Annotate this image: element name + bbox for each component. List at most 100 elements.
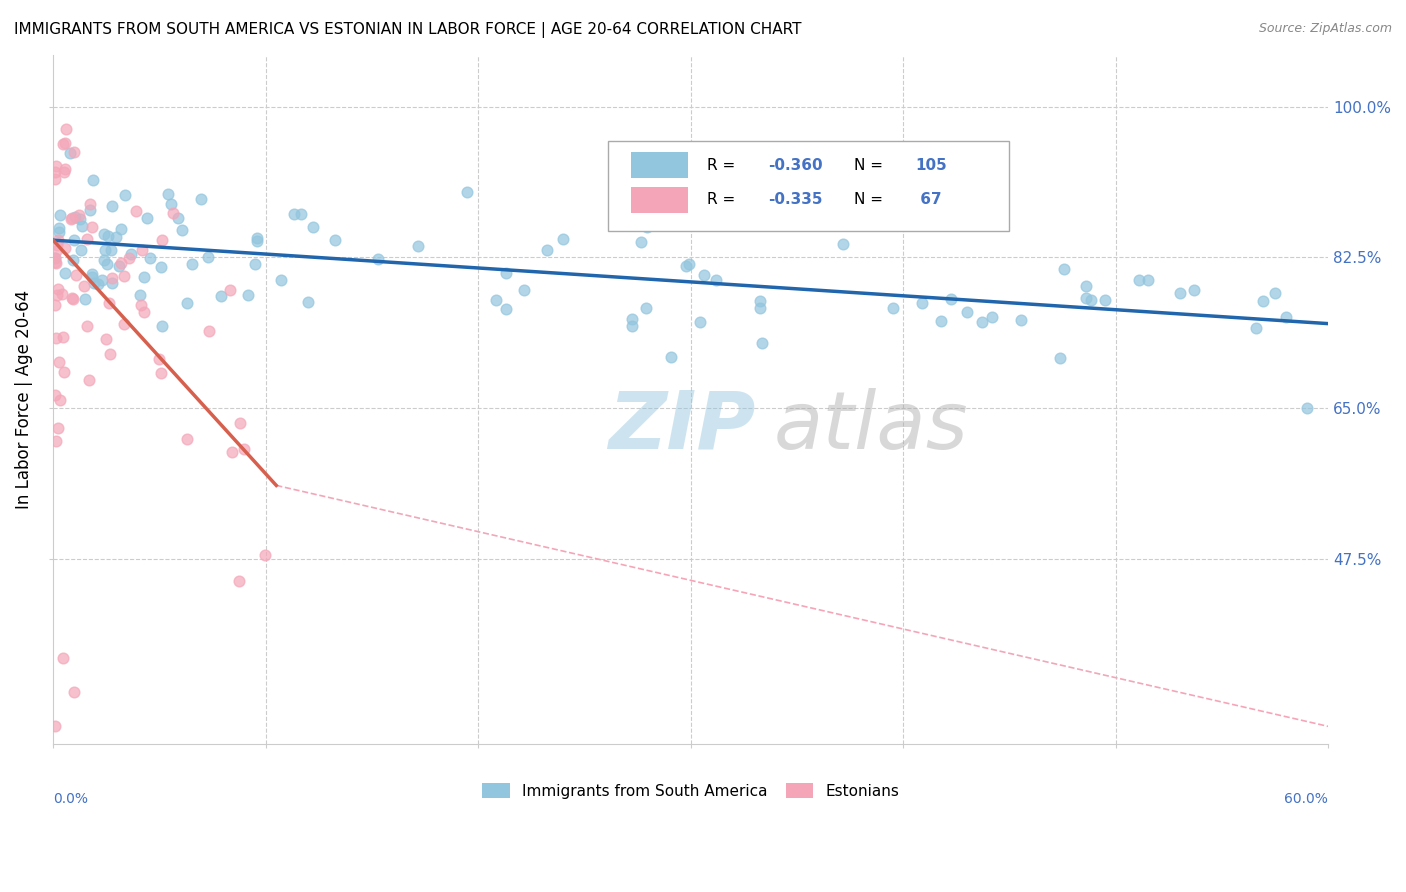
Point [76, 318, 98, 333]
Point [59, 145, 82, 160]
Point [150, 233, 173, 247]
Point [209, 288, 232, 302]
Point [46, 420, 69, 434]
FancyBboxPatch shape [631, 186, 688, 213]
Point [44, 172, 66, 186]
Point [44, 719, 66, 733]
Point [55, 122, 77, 136]
Point [98, 296, 121, 310]
Point [53, 241, 76, 255]
Point [65, 268, 87, 282]
Point [620, 318, 643, 333]
Point [79, 203, 101, 218]
Point [228, 574, 250, 589]
Point [536, 244, 558, 258]
FancyBboxPatch shape [631, 153, 688, 178]
Point [52, 330, 75, 344]
Point [100, 271, 122, 285]
Point [152, 318, 174, 333]
Point [93, 253, 115, 268]
Point [156, 187, 179, 202]
Point [176, 432, 198, 446]
Point [105, 230, 128, 244]
Point [661, 350, 683, 364]
Point [1136, 273, 1159, 287]
Text: 67: 67 [915, 192, 942, 207]
Point [254, 549, 277, 563]
Text: atlas: atlas [773, 388, 969, 466]
Point [60, 211, 83, 226]
Point [1244, 321, 1267, 335]
Point [80, 220, 103, 235]
Y-axis label: In Labor Force | Age 20-64: In Labor Force | Age 20-64 [15, 290, 32, 509]
Point [270, 273, 292, 287]
Point [634, 301, 657, 315]
Point [48, 355, 70, 369]
Point [136, 211, 159, 225]
Point [44, 254, 66, 268]
Point [148, 351, 170, 366]
Point [1074, 291, 1097, 305]
Point [139, 251, 162, 265]
Point [91, 272, 114, 286]
Point [197, 324, 219, 338]
Point [51, 287, 73, 301]
Point [955, 305, 977, 319]
Point [82, 267, 104, 281]
Point [513, 283, 536, 297]
Point [125, 204, 148, 219]
Point [101, 276, 124, 290]
Point [246, 234, 269, 248]
Point [180, 257, 202, 271]
Point [243, 257, 266, 271]
Point [131, 243, 153, 257]
Point [406, 239, 429, 253]
Point [1076, 278, 1098, 293]
Point [1010, 312, 1032, 326]
Point [53, 136, 76, 150]
Point [53, 161, 76, 176]
Point [87, 277, 110, 292]
Point [221, 445, 243, 459]
Point [749, 293, 772, 308]
Point [1251, 293, 1274, 308]
Point [108, 260, 131, 274]
Point [45, 434, 67, 449]
Point [114, 187, 136, 202]
Point [129, 297, 152, 311]
Text: IMMIGRANTS FROM SOUTH AMERICA VS ESTONIAN IN LABOR FORCE | AGE 20-64 CORRELATION: IMMIGRANTS FROM SOUTH AMERICA VS ESTONIA… [14, 22, 801, 38]
Point [62, 292, 84, 306]
Point [162, 206, 184, 220]
Point [94, 243, 117, 257]
Point [456, 185, 478, 199]
Point [77, 373, 100, 387]
Text: Source: ZipAtlas.com: Source: ZipAtlas.com [1258, 22, 1392, 36]
Point [100, 243, 122, 257]
Point [79, 197, 101, 211]
Point [83, 276, 105, 290]
Point [63, 145, 86, 160]
Point [49, 392, 72, 407]
Point [120, 247, 142, 261]
Point [693, 268, 716, 282]
Point [1264, 286, 1286, 301]
Point [751, 336, 773, 351]
Point [60, 212, 83, 227]
Point [170, 223, 193, 237]
Text: R =: R = [707, 192, 741, 207]
Point [46, 233, 69, 247]
Point [52, 137, 75, 152]
Point [689, 315, 711, 329]
Point [150, 260, 173, 275]
Point [1168, 286, 1191, 301]
Point [229, 416, 252, 430]
Point [1053, 262, 1076, 277]
Point [219, 283, 242, 297]
Point [620, 312, 643, 326]
Point [110, 222, 132, 236]
Point [232, 442, 254, 456]
Point [52, 365, 75, 379]
Point [49, 208, 72, 222]
Point [62, 233, 84, 247]
Point [60, 291, 83, 305]
